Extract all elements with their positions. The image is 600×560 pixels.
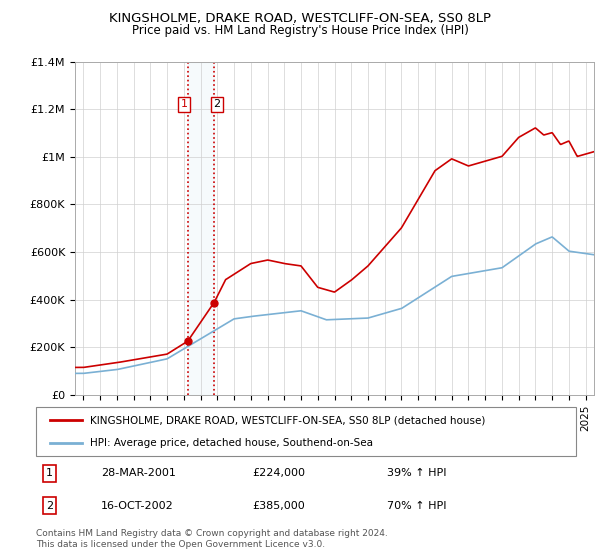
Text: £385,000: £385,000 [252,501,305,511]
Text: 2: 2 [214,100,221,109]
FancyBboxPatch shape [36,407,576,456]
Text: £224,000: £224,000 [252,468,305,478]
Text: 28-MAR-2001: 28-MAR-2001 [101,468,176,478]
Text: KINGSHOLME, DRAKE ROAD, WESTCLIFF-ON-SEA, SS0 8LP: KINGSHOLME, DRAKE ROAD, WESTCLIFF-ON-SEA… [109,12,491,25]
Text: Price paid vs. HM Land Registry's House Price Index (HPI): Price paid vs. HM Land Registry's House … [131,24,469,36]
Text: 70% ↑ HPI: 70% ↑ HPI [387,501,446,511]
Text: 1: 1 [181,100,188,109]
Text: HPI: Average price, detached house, Southend-on-Sea: HPI: Average price, detached house, Sout… [90,438,373,448]
Text: 2: 2 [46,501,53,511]
Text: 1: 1 [46,468,53,478]
Text: 16-OCT-2002: 16-OCT-2002 [101,501,173,511]
Text: Contains HM Land Registry data © Crown copyright and database right 2024.
This d: Contains HM Land Registry data © Crown c… [36,529,388,549]
Bar [188,62,214,395]
Text: KINGSHOLME, DRAKE ROAD, WESTCLIFF-ON-SEA, SS0 8LP (detached house): KINGSHOLME, DRAKE ROAD, WESTCLIFF-ON-SEA… [90,416,485,426]
Text: 39% ↑ HPI: 39% ↑ HPI [387,468,446,478]
